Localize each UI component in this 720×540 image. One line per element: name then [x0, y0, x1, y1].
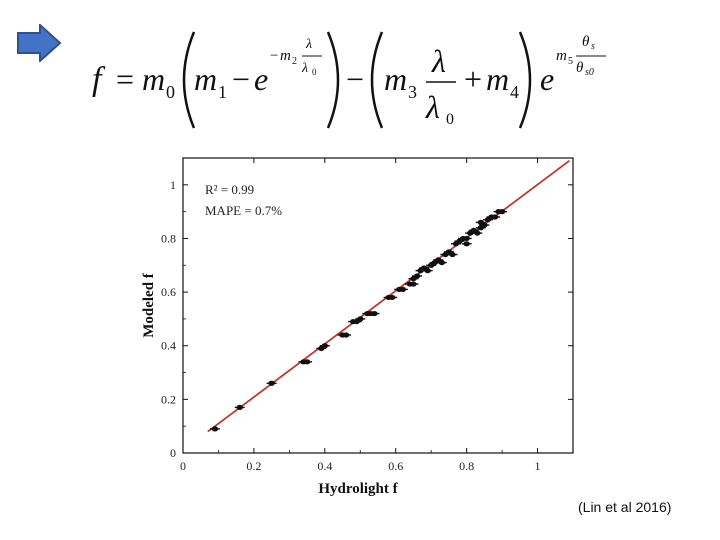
exp1-m-sub: 2 [292, 56, 297, 67]
formula-m4: m [486, 61, 509, 97]
paren-right-2 [518, 31, 532, 129]
model-formula: f = m 0 m 1 − e − m 2 λ λ 0 − m 3 λ λ 0 … [92, 31, 606, 129]
x-tick-label: 0.4 [317, 459, 332, 473]
formula-minus-1: − [232, 61, 250, 97]
exp1-minus: − [270, 48, 278, 64]
exp2-theta-s-sub: s [591, 41, 595, 52]
frac-lambda0: λ [425, 89, 440, 125]
x-tick-label: 1 [535, 459, 541, 473]
exp1-m: m [280, 48, 291, 64]
y-tick-label: 0.2 [161, 392, 176, 406]
right-arrow-icon [17, 24, 62, 62]
paren-left-2 [370, 31, 384, 129]
formula-m4-sub: 4 [510, 82, 519, 102]
exp2-theta-s0-sub: s0 [585, 67, 594, 78]
citation: (Lin et al 2016) [578, 499, 672, 515]
y-axis-label: Modeled f [141, 272, 157, 338]
formula-lhs: f [92, 61, 106, 98]
formula-m0-sub: 0 [166, 82, 175, 102]
formula-e-2: e [540, 61, 554, 97]
y-tick-label: 1 [170, 178, 176, 192]
formula-m1: m [194, 61, 217, 97]
x-axis-label: Hydrolight f [318, 481, 398, 497]
frac-lambda: λ [431, 43, 446, 79]
exp2-m: m [556, 48, 567, 64]
x-tick-label: 0 [180, 459, 186, 473]
exp2-theta-s0: θ [576, 60, 584, 76]
x-tick-label: 0.8 [459, 459, 474, 473]
formula-m3: m [384, 61, 407, 97]
exp2-theta-s: θ [582, 34, 590, 50]
exp2-m-sub: 5 [568, 56, 573, 67]
y-tick-label: 0 [170, 446, 176, 460]
x-tick-label: 0.6 [388, 459, 403, 473]
formula-equals: = [116, 61, 134, 97]
paren-right-1 [326, 31, 340, 129]
annotation-mape: MAPE = 0.7% [205, 203, 282, 218]
x-tick-label: 0.2 [246, 459, 261, 473]
formula-plus: + [464, 61, 482, 97]
formula-m3-sub: 3 [408, 82, 417, 102]
y-tick-label: 0.4 [161, 339, 176, 353]
formula-e-1: e [254, 61, 268, 97]
formula-m1-sub: 1 [218, 82, 227, 102]
formula-minus-2: − [346, 61, 364, 97]
scatter-chart: 0 0.2 0.4 0.6 0.8 1 0 0.2 0.4 0.6 0.8 1 R² = 0.99 M… [141, 157, 574, 497]
formula-m0: m [142, 61, 165, 97]
y-tick-label: 0.6 [161, 285, 176, 299]
frac-lambda0-sub: 0 [446, 111, 454, 128]
annotation-r2: R² = 0.99 [205, 182, 254, 197]
y-tick-label: 0.8 [161, 231, 176, 245]
exp1-lambda0: λ [301, 61, 308, 76]
exp1-lambda: λ [305, 37, 312, 52]
exp1-lambda0-sub: 0 [312, 67, 317, 77]
paren-left-1 [182, 31, 196, 129]
